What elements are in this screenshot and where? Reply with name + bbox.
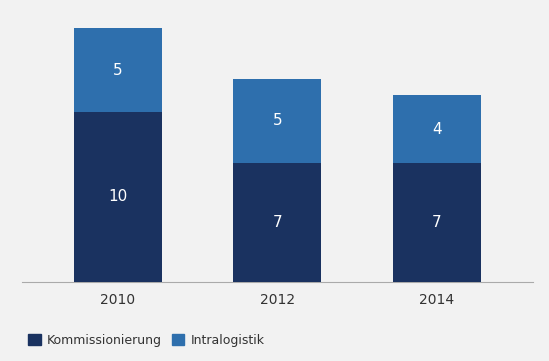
Text: 5: 5	[272, 113, 282, 128]
Bar	[74, 112, 161, 282]
Legend: Kommissionierung, Intralogistik: Kommissionierung, Intralogistik	[28, 334, 265, 347]
Text: 10: 10	[108, 190, 127, 204]
Bar	[393, 95, 481, 163]
Text: 7: 7	[432, 215, 441, 230]
Bar	[393, 163, 481, 282]
Text: 4: 4	[432, 122, 441, 137]
Bar	[233, 79, 321, 163]
Text: 5: 5	[113, 62, 122, 78]
Text: 7: 7	[272, 215, 282, 230]
Bar	[233, 163, 321, 282]
Bar	[74, 28, 161, 112]
